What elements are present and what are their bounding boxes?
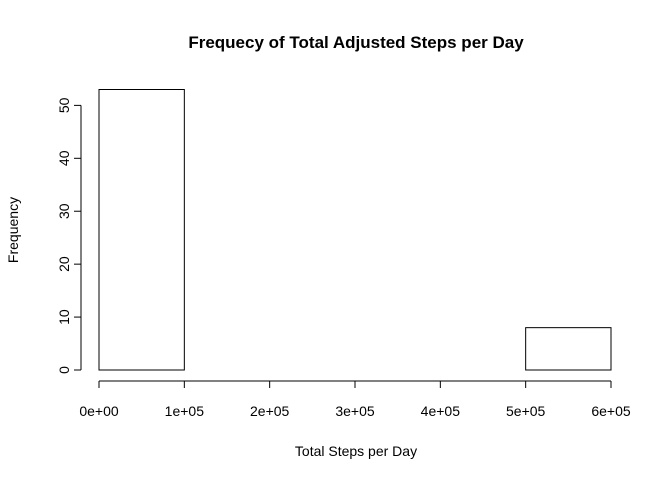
y-tick-label: 0: [56, 366, 72, 374]
x-tick-label: 2e+05: [250, 403, 290, 419]
x-tick-label: 6e+05: [591, 403, 631, 419]
x-tick-label: 4e+05: [421, 403, 461, 419]
x-tick-label: 5e+05: [506, 403, 546, 419]
x-tick-label: 1e+05: [165, 403, 205, 419]
chart-title: Frequecy of Total Adjusted Steps per Day: [188, 33, 524, 52]
bars-group: [98, 89, 612, 371]
y-tick-label: 20: [56, 256, 72, 272]
y-tick-label: 10: [56, 309, 72, 325]
y-tick-label: 30: [56, 203, 72, 219]
x-axis-label: Total Steps per Day: [295, 443, 417, 459]
y-axis-label: Frequency: [5, 197, 21, 263]
y-tick-label: 50: [56, 97, 72, 113]
x-axis: 0e+00 1e+05 2e+05 3e+05 4e+05 5e+05 6e+05: [79, 380, 631, 419]
histogram-bar: [98, 89, 185, 371]
histogram-bar: [525, 327, 612, 371]
y-tick-label: 40: [56, 150, 72, 166]
x-tick-label: 0e+00: [79, 403, 119, 419]
y-axis: 0 10 20 30 40 50: [56, 97, 82, 374]
x-tick-label: 3e+05: [335, 403, 375, 419]
